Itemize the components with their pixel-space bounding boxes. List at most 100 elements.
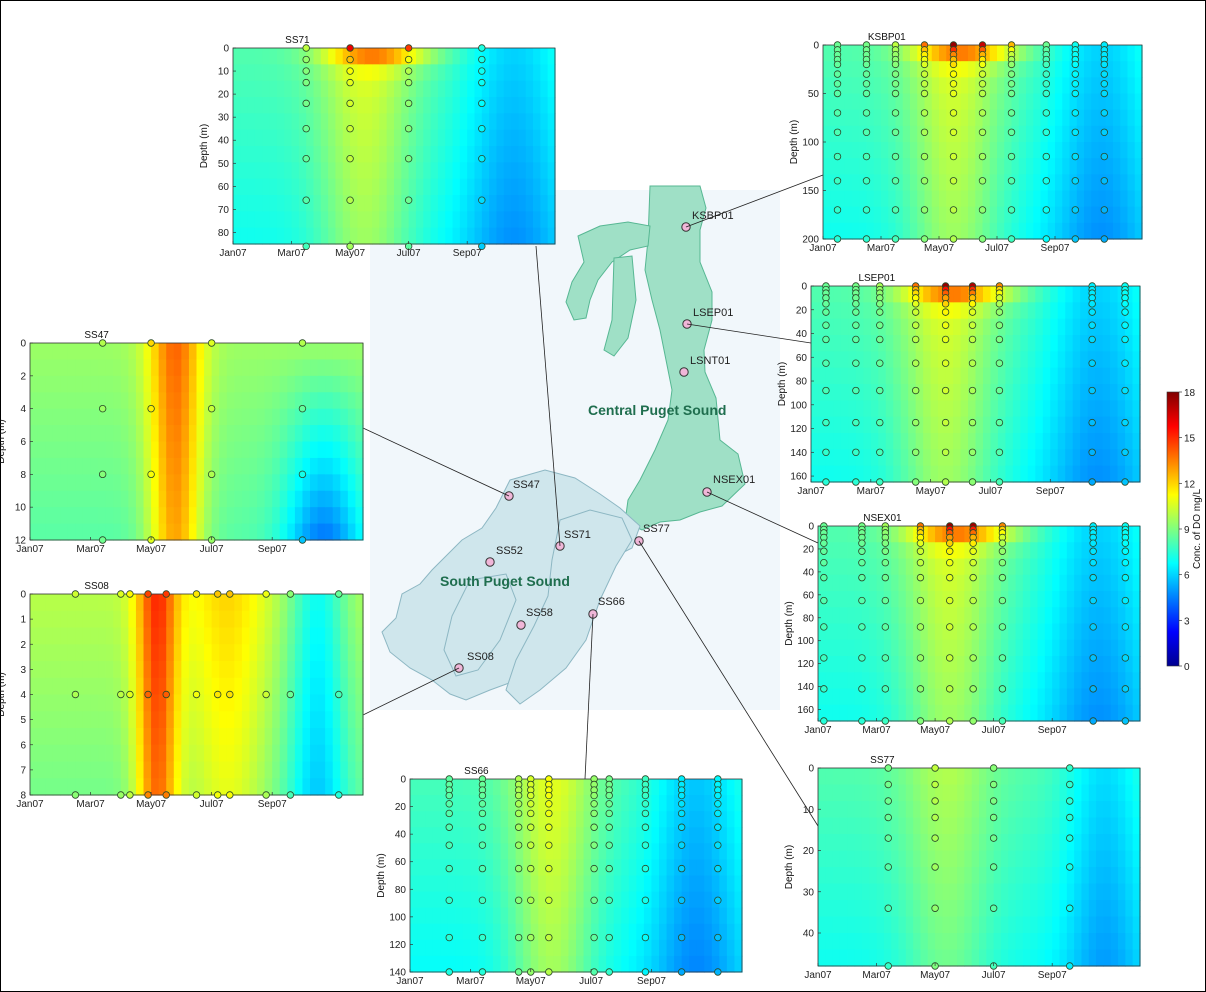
heat-cell <box>310 490 319 508</box>
heat-cell <box>279 627 288 645</box>
heat-cell <box>196 457 205 475</box>
heat-cell <box>151 392 160 410</box>
sample-point <box>514 933 523 942</box>
heat-cell <box>939 190 947 208</box>
heat-cell <box>945 286 954 303</box>
heat-cell <box>325 728 334 746</box>
heat-cell <box>920 623 929 641</box>
x-tick-label: Mar07 <box>456 976 485 987</box>
heat-cell <box>279 661 288 679</box>
heat-cell <box>113 778 122 796</box>
heat-cell <box>1033 206 1042 224</box>
heat-cell <box>291 227 300 245</box>
sample-point <box>514 896 523 905</box>
heat-cell <box>1008 933 1017 951</box>
heat-cell <box>891 607 900 625</box>
sample-point <box>302 44 310 52</box>
y-tick-label: 0 <box>813 41 819 52</box>
heat-cell <box>1118 558 1126 576</box>
heat-cell <box>939 109 947 127</box>
heat-cell <box>883 639 892 657</box>
heat-cell <box>1000 817 1009 835</box>
heat-cell <box>869 591 878 608</box>
heat-cell <box>408 97 417 114</box>
heat-cell <box>425 827 434 844</box>
sample-point <box>881 623 890 631</box>
heat-cell <box>257 507 266 525</box>
y-tick-label: 160 <box>797 705 814 716</box>
sample-point <box>995 448 1004 456</box>
south-sound-inlet <box>443 573 517 677</box>
heat-cell <box>272 761 281 779</box>
heat-cell <box>989 125 998 143</box>
heat-cell <box>971 801 980 819</box>
sample-point <box>1089 559 1097 567</box>
heat-cell <box>1044 656 1053 673</box>
heat-cell <box>294 594 304 612</box>
heat-cell <box>1000 672 1009 690</box>
heat-cell <box>621 875 630 893</box>
heat-cell <box>1033 222 1042 240</box>
heat-cell <box>196 408 205 426</box>
heat-cell <box>920 850 929 868</box>
heat-cell <box>711 923 720 941</box>
heat-cell <box>847 672 856 690</box>
heat-cell <box>891 933 900 951</box>
heat-cell <box>734 779 743 796</box>
heat-cell <box>151 523 160 541</box>
heat-cell <box>833 302 842 320</box>
heat-cell <box>968 367 977 385</box>
heat-cell <box>1072 318 1081 336</box>
heat-cell <box>452 64 461 82</box>
heat-cell <box>67 425 77 443</box>
heat-cell <box>704 955 713 973</box>
heat-cell <box>1118 639 1126 657</box>
heat-cell <box>636 907 645 925</box>
heat-cell <box>1027 367 1036 385</box>
heat-cell <box>75 523 84 541</box>
heat-cell <box>113 441 122 459</box>
heat-cell <box>876 900 885 918</box>
heat-cell <box>508 923 517 941</box>
sample-point <box>920 109 929 117</box>
heat-cell <box>898 607 907 625</box>
heat-cell <box>515 923 524 941</box>
heat-cell <box>1004 109 1013 127</box>
heat-cell <box>52 457 61 475</box>
heat-cell <box>417 859 426 877</box>
heat-cell <box>489 97 498 114</box>
heat-cell <box>1096 768 1105 786</box>
heat-cell <box>173 474 182 492</box>
heat-cell <box>355 661 364 679</box>
heat-cell <box>313 195 322 212</box>
sample-point <box>978 89 987 98</box>
heat-cell <box>474 227 483 245</box>
sample-point <box>1121 685 1130 693</box>
heat-cell <box>568 875 577 893</box>
heat-cell <box>666 779 675 796</box>
heat-cell <box>990 367 999 385</box>
heat-cell <box>946 125 955 143</box>
sample-point <box>941 300 950 308</box>
heat-cell <box>883 607 892 625</box>
heat-cell <box>196 441 205 459</box>
heat-cell <box>447 907 456 925</box>
heat-cell <box>425 811 434 828</box>
heat-cell <box>935 883 944 901</box>
heat-cell <box>1047 158 1056 175</box>
sample-point <box>946 654 954 662</box>
heat-cell <box>105 359 114 377</box>
heat-cell <box>1037 916 1046 934</box>
heat-cell <box>60 594 69 612</box>
heat-cell <box>291 97 300 114</box>
heat-cell <box>993 591 1002 608</box>
heat-cell <box>294 610 304 629</box>
heat-cell <box>1026 77 1034 95</box>
heat-cell <box>859 61 868 78</box>
heat-cell <box>1030 768 1039 786</box>
y-tick-label: 20 <box>803 544 815 555</box>
heat-cell <box>852 93 860 111</box>
heat-cell <box>1096 574 1105 592</box>
heat-cell <box>1066 623 1075 641</box>
heat-cell <box>1004 77 1013 95</box>
